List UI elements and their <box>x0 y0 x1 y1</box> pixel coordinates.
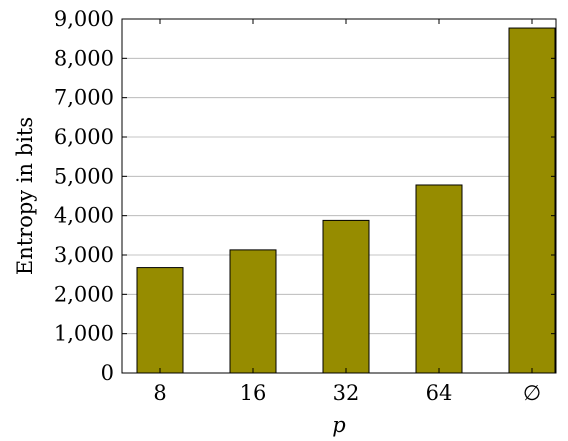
y-tick-label: 5,000 <box>54 164 114 188</box>
x-tick-label: 8 <box>153 381 166 405</box>
y-tick-label: 1,000 <box>54 322 114 346</box>
x-tick-labels: 8 16 32 64 ∅ <box>153 381 541 405</box>
y-tick-label: 2,000 <box>54 282 114 306</box>
x-axis-title: p <box>332 413 345 437</box>
bars <box>136 27 556 374</box>
bar <box>136 267 184 374</box>
y-tick-label: 6,000 <box>54 125 114 149</box>
x-tick-label: 16 <box>240 381 267 405</box>
y-tick-label: 8,000 <box>54 46 114 70</box>
y-tick-label: 4,000 <box>54 204 114 228</box>
x-tick-label: 64 <box>426 381 453 405</box>
y-tick-label: 7,000 <box>54 86 114 110</box>
y-tick-label: 0 <box>101 361 114 385</box>
bar <box>229 249 277 374</box>
bar <box>415 184 463 374</box>
axis-ticks <box>122 18 556 374</box>
bar <box>322 219 370 374</box>
x-tick-label: 32 <box>333 381 360 405</box>
bar <box>508 27 556 374</box>
y-tick-label: 9,000 <box>54 7 114 31</box>
y-axis-title: Entropy in bits <box>13 117 37 275</box>
y-tick-labels: 0 1,000 2,000 3,000 4,000 5,000 6,000 7,000 8,00… <box>54 7 114 385</box>
y-tick-label: 3,000 <box>54 243 114 267</box>
x-tick-label: ∅ <box>523 381 541 405</box>
plot-frame <box>121 18 557 374</box>
